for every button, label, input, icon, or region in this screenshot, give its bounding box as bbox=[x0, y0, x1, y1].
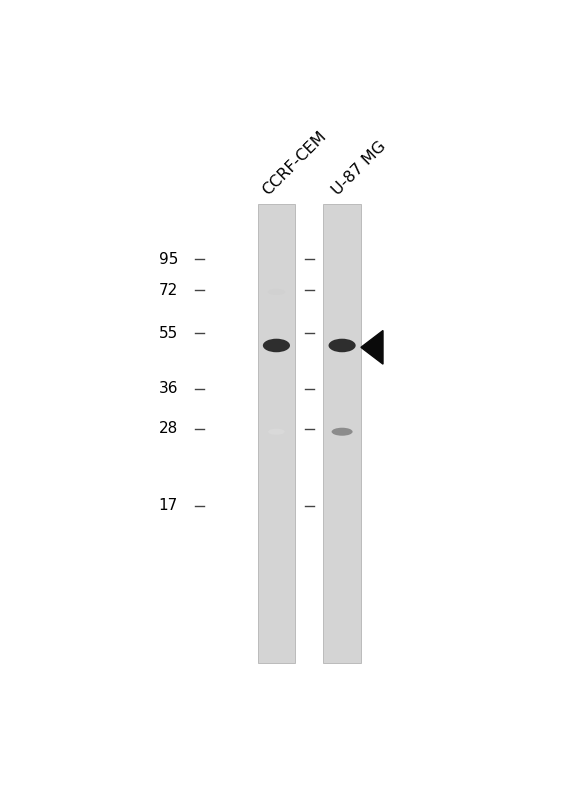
Ellipse shape bbox=[263, 338, 290, 352]
Bar bbox=[258, 204, 295, 662]
Text: 36: 36 bbox=[158, 381, 178, 396]
Text: 28: 28 bbox=[159, 421, 178, 436]
Bar bbox=[324, 204, 360, 662]
Text: U-87 MG: U-87 MG bbox=[329, 138, 389, 198]
Text: CCRF-CEM: CCRF-CEM bbox=[259, 128, 329, 198]
Text: 17: 17 bbox=[159, 498, 178, 513]
Text: 55: 55 bbox=[159, 326, 178, 341]
Ellipse shape bbox=[328, 338, 356, 352]
Ellipse shape bbox=[332, 428, 353, 436]
Ellipse shape bbox=[268, 429, 285, 435]
Ellipse shape bbox=[268, 289, 285, 295]
Text: 72: 72 bbox=[159, 282, 178, 298]
Polygon shape bbox=[361, 330, 383, 364]
Text: 95: 95 bbox=[159, 252, 178, 266]
